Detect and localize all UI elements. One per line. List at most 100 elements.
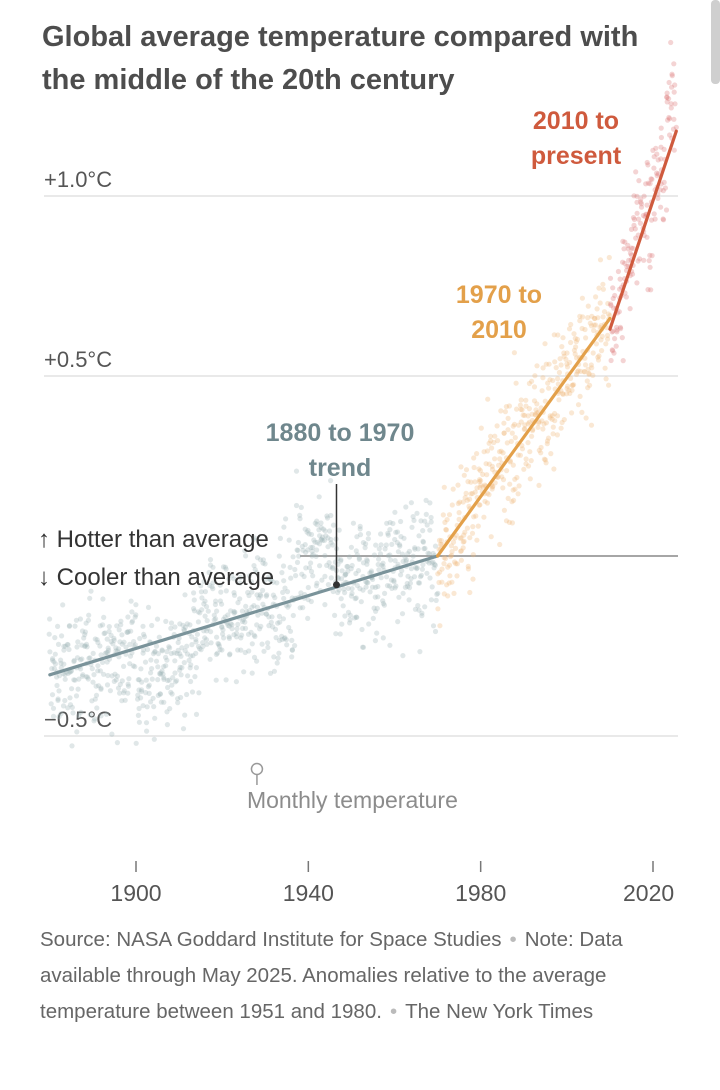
monthly-temperature-point xyxy=(252,633,258,640)
monthly-temperature-point xyxy=(143,677,149,683)
monthly-temperature-point xyxy=(484,490,491,496)
monthly-temperature-point xyxy=(435,590,441,596)
monthly-temperature-point xyxy=(486,492,492,498)
monthly-temperature-point xyxy=(586,371,592,377)
monthly-temperature-point xyxy=(405,583,411,590)
monthly-temperature-point xyxy=(511,421,518,427)
monthly-temperature-point xyxy=(519,407,525,413)
monthly-temperature-point xyxy=(540,375,546,381)
monthly-temperature-point xyxy=(280,563,287,569)
monthly-temperature-point xyxy=(69,686,75,692)
monthly-temperature-point xyxy=(320,537,326,544)
monthly-temperature-point xyxy=(237,574,243,581)
monthly-temperature-point xyxy=(612,336,618,342)
monthly-temperature-point xyxy=(380,563,386,570)
monthly-temperature-point xyxy=(408,500,414,506)
monthly-temperature-point xyxy=(185,673,191,679)
monthly-temperature-point xyxy=(58,657,64,663)
monthly-temperature-point xyxy=(398,518,404,525)
monthly-temperature-point xyxy=(144,646,151,653)
monthly-temperature-point xyxy=(557,356,563,362)
monthly-temperature-point xyxy=(347,612,353,618)
monthly-temperature-point xyxy=(396,594,402,600)
monthly-temperature-point xyxy=(353,570,359,577)
monthly-temperature-point xyxy=(502,409,508,415)
monthly-temperature-point xyxy=(598,337,604,343)
monthly-temperature-point xyxy=(293,502,300,509)
monthly-temperature-point xyxy=(51,666,58,672)
monthly-temperature-point xyxy=(406,548,412,555)
monthly-temperature-point xyxy=(427,500,433,506)
monthly-temperature-point xyxy=(595,357,602,363)
monthly-temperature-point xyxy=(93,683,99,689)
monthly-temperature-point xyxy=(554,432,561,438)
monthly-temperature-point xyxy=(645,287,651,293)
monthly-temperature-point xyxy=(72,677,78,683)
monthly-temperature-point xyxy=(101,614,107,621)
monthly-temperature-point xyxy=(483,461,489,467)
monthly-temperature-point xyxy=(337,631,343,637)
monthly-temperature-point xyxy=(251,654,258,661)
monthly-temperature-point xyxy=(188,678,194,685)
monthly-temperature-point xyxy=(500,450,506,456)
monthly-temperature-point xyxy=(448,552,455,559)
monthly-temperature-point xyxy=(476,502,482,508)
monthly-temperature-point xyxy=(542,457,549,463)
monthly-temperature-point xyxy=(418,518,424,524)
monthly-temperature-point xyxy=(205,608,211,614)
monthly-temperature-point xyxy=(181,626,187,633)
monthly-temperature-point xyxy=(357,523,363,530)
monthly-temperature-point xyxy=(341,586,347,592)
monthly-temperature-point xyxy=(216,643,222,649)
monthly-temperature-point xyxy=(271,654,277,660)
monthly-temperature-point xyxy=(111,637,117,643)
monthly-temperature-point xyxy=(106,628,112,635)
monthly-temperature-point xyxy=(460,499,466,505)
monthly-temperature-point xyxy=(593,294,599,300)
monthly-temperature-point xyxy=(496,449,503,455)
monthly-temperature-point xyxy=(152,648,158,654)
monthly-temperature-point xyxy=(601,309,608,315)
trend-label-line: 1880 to 1970 xyxy=(266,419,415,447)
scrollbar[interactable] xyxy=(711,0,720,84)
monthly-temperature-point xyxy=(525,413,531,419)
monthly-temperature-point xyxy=(398,572,404,578)
monthly-temperature-point xyxy=(314,547,320,553)
monthly-temperature-point xyxy=(585,315,591,321)
monthly-temperature-point xyxy=(501,507,507,513)
monthly-temperature-point xyxy=(260,587,266,594)
monthly-temperature-point xyxy=(270,624,276,630)
monthly-temperature-point xyxy=(328,575,334,581)
monthly-temperature-point xyxy=(560,391,566,397)
monthly-temperature-point xyxy=(408,566,414,572)
monthly-temperature-point xyxy=(305,584,311,591)
monthly-temperature-point xyxy=(462,529,468,535)
monthly-temperature-point xyxy=(165,677,171,684)
monthly-temperature-point xyxy=(189,642,195,648)
monthly-temperature-point xyxy=(627,306,633,312)
monthly-temperature-point xyxy=(653,145,659,151)
monthly-temperature-point xyxy=(428,514,434,521)
monthly-temperature-point xyxy=(193,636,199,643)
monthly-temperature-point xyxy=(231,576,237,582)
monthly-temperature-point xyxy=(413,564,419,570)
monthly-temperature-point xyxy=(93,692,100,698)
monthly-temperature-point xyxy=(506,519,512,526)
monthly-temperature-point xyxy=(469,490,475,497)
monthly-temperature-point xyxy=(484,448,491,454)
monthly-temperature-point xyxy=(320,526,326,532)
monthly-temperature-point xyxy=(299,543,305,550)
monthly-temperature-point xyxy=(345,585,351,592)
monthly-temperature-point xyxy=(391,577,397,584)
monthly-temperature-point xyxy=(55,641,62,648)
monthly-temperature-point xyxy=(216,641,222,648)
monthly-temperature-point xyxy=(148,670,154,676)
monthly-temperature-point xyxy=(529,433,535,439)
monthly-temperature-point xyxy=(402,584,408,590)
monthly-temperature-point xyxy=(97,623,103,629)
monthly-temperature-point xyxy=(617,286,623,292)
monthly-temperature-point xyxy=(437,623,443,629)
monthly-temperature-point xyxy=(175,647,181,654)
monthly-temperature-point xyxy=(663,207,670,213)
monthly-temperature-point xyxy=(242,625,249,632)
